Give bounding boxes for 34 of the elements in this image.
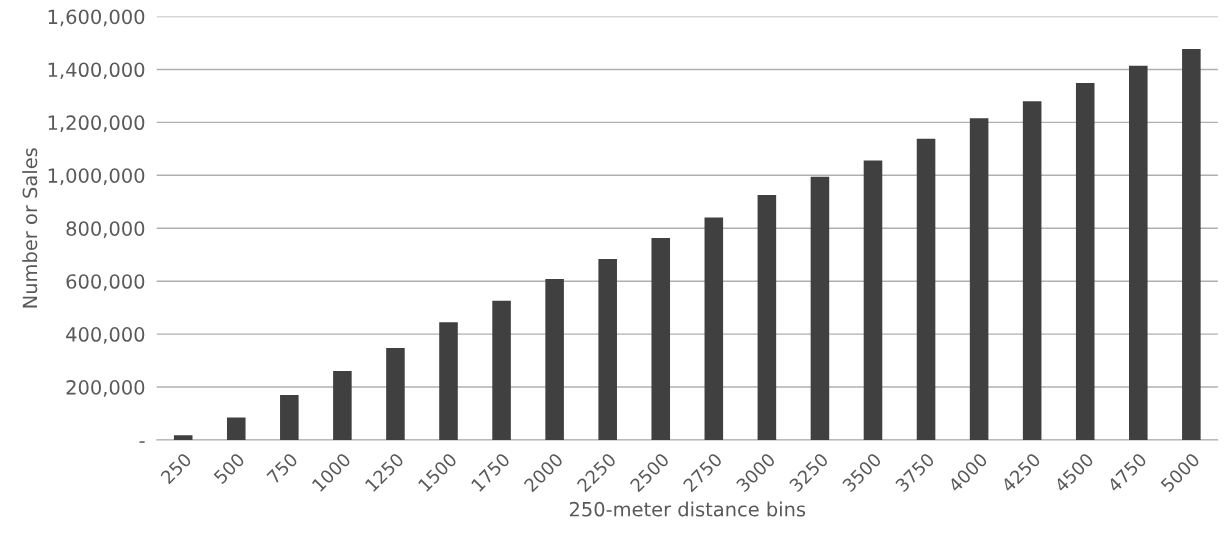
bar — [492, 300, 511, 440]
x-tick-label: 500 — [213, 452, 246, 485]
bar — [386, 347, 405, 440]
bar — [916, 138, 936, 440]
bar — [1129, 65, 1148, 440]
bar — [1022, 101, 1042, 440]
bar — [280, 395, 299, 440]
bar — [598, 258, 617, 440]
y-tick-label: 1,600,000 — [48, 9, 145, 27]
bar — [173, 435, 193, 440]
bar — [1075, 82, 1095, 440]
y-tick-label: 400,000 — [66, 327, 145, 344]
y-axis-title: Number or Sales — [22, 148, 38, 308]
y-tick-label: 1,200,000 — [48, 115, 145, 133]
bar — [969, 118, 989, 440]
bar — [545, 279, 564, 440]
x-axis-title: 250-meter distance bins — [569, 501, 806, 517]
y-tick-label: - — [139, 441, 145, 443]
y-tick-label: 600,000 — [66, 274, 145, 291]
y-tick-label: 800,000 — [66, 221, 145, 238]
x-tick-label: 250 — [159, 452, 193, 485]
bar — [439, 322, 458, 440]
y-tick-label: 1,400,000 — [48, 62, 145, 80]
bar — [757, 194, 777, 440]
bar — [810, 176, 830, 440]
bar — [226, 417, 246, 440]
bar — [333, 370, 352, 440]
bar — [651, 238, 671, 440]
bar — [1182, 49, 1201, 440]
y-tick-label: 200,000 — [66, 380, 145, 397]
y-tick-label: 1,000,000 — [48, 168, 145, 185]
bar — [863, 160, 883, 440]
bar — [704, 217, 724, 440]
x-tick-label: 750 — [266, 452, 299, 485]
